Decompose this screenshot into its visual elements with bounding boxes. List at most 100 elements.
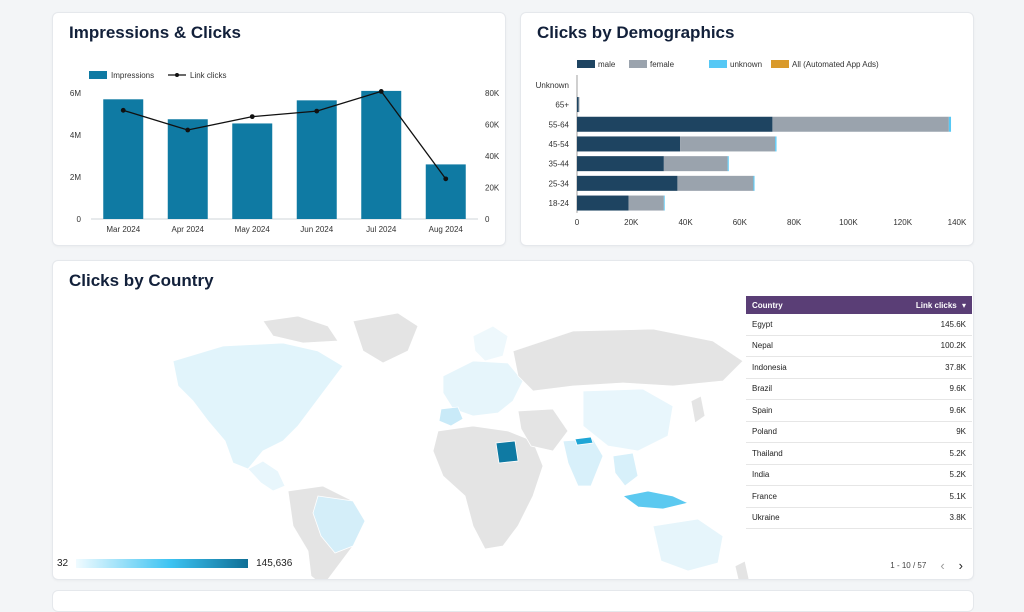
- cell-country: France: [752, 491, 777, 501]
- link-clicks-point[interactable]: [378, 89, 384, 94]
- table-row[interactable]: Spain 9.6K: [746, 400, 972, 422]
- table-row[interactable]: Egypt 145.6K: [746, 314, 972, 336]
- cell-link-clicks: 5.2K: [949, 470, 966, 480]
- map-canada-islands: [262, 315, 339, 344]
- impressions-bar[interactable]: [103, 99, 144, 219]
- cell-link-clicks: 9K: [956, 427, 966, 437]
- cell-link-clicks: 9.6K: [949, 405, 966, 415]
- x-tick-label: 120K: [893, 218, 912, 227]
- table-row[interactable]: Ukraine 3.8K: [746, 508, 972, 529]
- column-header-link-clicks-label: Link clicks: [915, 300, 957, 310]
- y-right-tick-label: 40K: [485, 152, 500, 161]
- next-card-edge: [52, 590, 974, 612]
- demographic-bar-segment[interactable]: [727, 156, 729, 172]
- clicks-legend-dot: [175, 73, 179, 77]
- demographic-bar-segment[interactable]: [677, 175, 754, 191]
- y-tick-label: 55-64: [549, 120, 570, 129]
- impressions-legend-label: Impressions: [111, 71, 154, 80]
- table-row[interactable]: Brazil 9.6K: [746, 379, 972, 400]
- impressions-bar[interactable]: [232, 123, 273, 219]
- demographics-chart: male female unknown All (Automated App Ads)…: [536, 60, 967, 227]
- map-nepal: [574, 436, 594, 446]
- y-tick-label: Unknown: [536, 81, 569, 90]
- impressions-bar[interactable]: [425, 164, 466, 219]
- cell-link-clicks: 3.8K: [949, 513, 966, 523]
- x-tick-label: Aug 2024: [429, 225, 464, 234]
- column-header-country[interactable]: Country: [752, 300, 783, 310]
- table-row[interactable]: France 5.1K: [746, 486, 972, 508]
- demographic-bar-segment[interactable]: [577, 97, 579, 113]
- table-row[interactable]: Indonesia 37.8K: [746, 357, 972, 379]
- impressions-bar[interactable]: [361, 90, 402, 220]
- legend-swatch: [629, 60, 647, 68]
- table-body: Egypt 145.6K Nepal 100.2K Indonesia 37.8K Braz…: [746, 314, 972, 529]
- table-row[interactable]: Nepal 100.2K: [746, 336, 972, 357]
- x-tick-label: 140K: [948, 218, 967, 227]
- y-left-tick-label: 4M: [70, 131, 81, 140]
- x-tick-label: 80K: [787, 218, 802, 227]
- x-tick-label: Jul 2024: [366, 225, 397, 234]
- x-tick-label: Jun 2024: [300, 225, 333, 234]
- next-page-icon[interactable]: ›: [958, 558, 963, 573]
- link-clicks-point[interactable]: [185, 127, 191, 133]
- cell-country: Indonesia: [752, 362, 787, 372]
- link-clicks-point[interactable]: [120, 107, 126, 113]
- map-central-america: [247, 460, 286, 492]
- y-tick-label: 35-44: [549, 160, 570, 169]
- demographic-bar-segment[interactable]: [577, 116, 773, 132]
- y-right-tick-label: 20K: [485, 184, 500, 193]
- map-india: [562, 438, 604, 487]
- world-map[interactable]: [113, 291, 753, 580]
- impressions-clicks-title: Impressions & Clicks: [69, 23, 241, 42]
- prev-page-icon[interactable]: ‹: [940, 558, 945, 573]
- x-tick-label: 60K: [733, 218, 748, 227]
- link-clicks-point[interactable]: [314, 108, 320, 114]
- cell-link-clicks: 37.8K: [945, 362, 966, 372]
- demographic-bar-segment[interactable]: [577, 195, 629, 211]
- demographic-bar-segment[interactable]: [577, 156, 664, 172]
- x-tick-label: 100K: [839, 218, 858, 227]
- link-clicks-point[interactable]: [249, 114, 255, 120]
- y-right-tick-label: 60K: [485, 121, 500, 130]
- y-tick-label: 65+: [555, 101, 569, 110]
- country-title: Clicks by Country: [69, 271, 214, 290]
- demographics-card: Clicks by Demographics male female unknown…: [520, 12, 974, 246]
- link-clicks-point[interactable]: [443, 176, 449, 182]
- demographic-bar-segment[interactable]: [948, 116, 952, 132]
- demographic-bar-segment[interactable]: [775, 136, 777, 152]
- y-right-tick-label: 0: [485, 215, 490, 224]
- demographic-bar-segment[interactable]: [772, 116, 949, 132]
- y-tick-label: 25-34: [549, 179, 570, 188]
- demographic-bar-segment[interactable]: [680, 136, 776, 152]
- impressions-bar[interactable]: [167, 119, 208, 219]
- map-russia: [512, 328, 744, 392]
- table-row[interactable]: India 5.2K: [746, 465, 972, 486]
- map-africa: [432, 425, 544, 550]
- cell-country: Ukraine: [752, 513, 780, 523]
- cell-country: Poland: [752, 427, 777, 437]
- map-brazil: [312, 495, 366, 554]
- x-tick-label: Mar 2024: [106, 225, 140, 234]
- demographic-bar-segment[interactable]: [663, 156, 728, 172]
- table-row[interactable]: Poland 9K: [746, 422, 972, 443]
- demographic-bar-segment[interactable]: [577, 175, 678, 191]
- cell-link-clicks: 5.1K: [949, 491, 966, 501]
- demographic-bar-segment[interactable]: [753, 175, 755, 191]
- legend-label: unknown: [730, 60, 762, 69]
- legend-swatch: [771, 60, 789, 68]
- color-scale-max: 145,636: [256, 558, 293, 569]
- map-southeast-asia: [612, 452, 639, 487]
- pagination: 1 - 10 / 57 ‹ ›: [890, 558, 963, 573]
- demographic-bar-segment[interactable]: [628, 195, 664, 211]
- impressions-bar[interactable]: [296, 100, 337, 219]
- column-header-link-clicks[interactable]: Link clicks ▾: [916, 301, 966, 310]
- y-tick-label: 45-54: [549, 140, 570, 149]
- demographic-bar-segment[interactable]: [578, 97, 580, 113]
- table-row[interactable]: Thailand 5.2K: [746, 443, 972, 465]
- map-north-america: [172, 342, 344, 470]
- demographic-bar-segment[interactable]: [663, 195, 665, 211]
- impressions-clicks-card: Impressions & Clicks Impressions Link cl…: [52, 12, 506, 246]
- demographic-bar-segment[interactable]: [577, 136, 681, 152]
- color-scale-legend: 32 145,636: [57, 558, 292, 569]
- x-tick-label: Apr 2024: [172, 225, 205, 234]
